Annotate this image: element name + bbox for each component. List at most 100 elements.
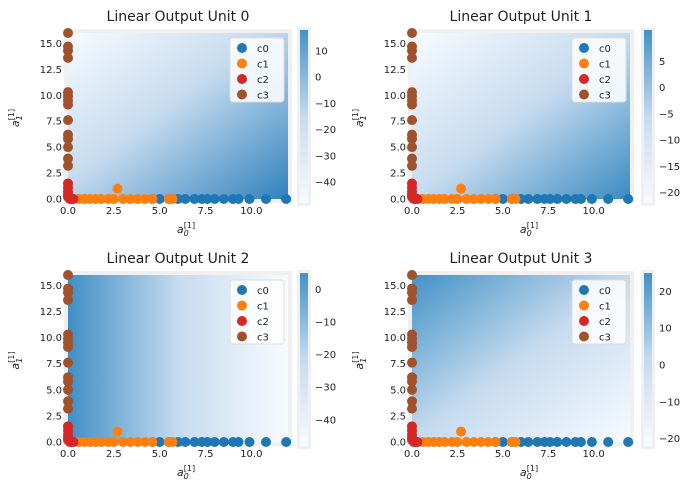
scatter-point-c0 [545,437,556,447]
x-tick-label: 5.0 [495,449,511,460]
scatter-point-c1 [439,437,450,447]
legend-marker-c0 [579,43,589,53]
x-tick-label: 2.5 [106,449,122,460]
scatter-point-c0 [532,194,543,204]
colorbar-gradient [300,273,308,446]
scatter-point-c0 [281,194,292,204]
x-tick-label: 0.0 [60,449,76,460]
scatter-point-c3 [63,295,73,306]
scatter-point-c3 [63,142,73,153]
scatter-point-c0 [497,437,508,447]
y-tick-label: 10.0 [40,91,62,102]
subplot-2: Linear Output Unit 2 0.0 2.5 5.0 7.5 10.0 0.0 2… [7,251,336,481]
x-tick-label: 2.5 [449,206,465,217]
scatter-point-c3 [407,28,417,38]
scatter-point-c0 [575,437,586,447]
scatter-point-c1 [167,194,178,204]
scatter-point-c3 [407,52,417,63]
legend-marker-c2 [579,74,589,84]
subplot-3: Linear Output Unit 3 0.0 2.5 5.0 7.5 10.0 0.0 2… [351,251,680,481]
x-tick-label: 7.5 [540,449,556,460]
x-axis-label-text: a0[1] [520,221,538,238]
legend: c0 c1 c2 c3 [229,279,285,345]
y-tick-label: 12.5 [384,65,406,76]
legend-label-c3: c3 [599,333,611,344]
y-tick-label: 7.5 [46,359,62,370]
y-tick-label: 7.5 [46,117,62,128]
colorbar-gradient [300,30,308,203]
y-tick-label: 10.0 [384,91,406,102]
scatter-point-c0 [603,437,614,447]
legend-box [229,37,285,103]
x-tick-label: 7.5 [198,449,214,460]
legend-marker-c1 [579,58,589,69]
scatter-point-c1 [476,194,487,204]
scatter-point-c0 [244,194,255,204]
legend-label-c3: c3 [257,91,269,102]
y-tick-label: 5.0 [390,143,406,154]
subplot-title: Linear Output Unit 0 [107,9,250,25]
y-axis-label-text: a1[1] [7,351,24,369]
x-tick-label: 7.5 [198,206,214,217]
scatter-point-c3 [63,342,73,353]
scatter-point-c1 [510,194,521,204]
scatter-point-c1 [147,437,158,447]
scatter-point-c1 [96,437,106,447]
y-tick-label: 15.0 [40,281,62,292]
scatter-point-c3 [63,52,73,63]
colorbar-tick-label: −20 [315,125,336,136]
legend: c0 c1 c2 c3 [571,279,627,345]
x-axis-label-text: a0[1] [177,464,195,481]
x-tick-label: 7.5 [540,206,556,217]
scatter-point-c3 [63,357,73,368]
y-tick-label: 2.5 [46,169,62,180]
colorbar-tick-label: 0 [659,361,665,372]
colorbar-tick-label: −20 [659,188,680,199]
scatter-point-c0 [623,194,634,204]
scatter-point-c1 [147,194,158,204]
y-axis-label: a1[1] [351,109,368,127]
scatter-point-c0 [586,194,597,204]
y-tick-label: 5.0 [46,385,62,396]
scatter-point-c0 [575,194,586,204]
scatter-point-c3 [407,287,417,298]
scatter-point-c3 [63,384,73,395]
y-tick-label: 2.5 [390,169,406,180]
scatter-point-c3 [407,142,417,153]
y-axis-label-text: a1[1] [351,109,368,127]
y-tick-label: 5.0 [390,385,406,396]
scatter-point-c3 [63,99,73,110]
legend-marker-c1 [237,58,247,69]
scatter-point-c0 [552,437,563,447]
colorbar-tick-label: −20 [659,434,680,445]
scatter-point-c1 [483,194,494,204]
scatter-point-c3 [63,160,73,171]
legend-label-c0: c0 [599,286,611,297]
x-tick-label: 10.0 [583,206,605,217]
colorbar-tick-label: −30 [315,383,336,394]
scatter-point-c1 [132,437,143,447]
scatter-point-c0 [281,437,292,447]
scatter-point-c1 [118,437,128,447]
colorbar-tick-label: −20 [315,350,336,361]
scatter-point-c1 [452,194,463,204]
legend-label-c1: c1 [599,60,611,71]
legend-marker-c2 [237,316,247,326]
legend-marker-c3 [579,331,589,342]
legend: c0 c1 c2 c3 [229,37,285,103]
scatter-point-c0 [218,437,229,447]
legend-marker-c3 [237,89,247,100]
scatter-point-c3 [63,115,73,126]
scatter-point-c1 [468,194,479,204]
legend-marker-c2 [579,316,589,326]
scatter-point-c0 [180,437,191,447]
y-tick-label: 15.0 [384,281,406,292]
scatter-point-c0 [532,437,543,447]
scatter-point-c3 [407,357,417,368]
legend-label-c0: c0 [599,44,611,55]
legend-marker-c0 [579,285,589,295]
colorbar: 0 −10 −20 −30 −40 [297,270,336,449]
x-tick-label: 0.0 [60,206,76,217]
x-tick-label: 2.5 [449,449,465,460]
